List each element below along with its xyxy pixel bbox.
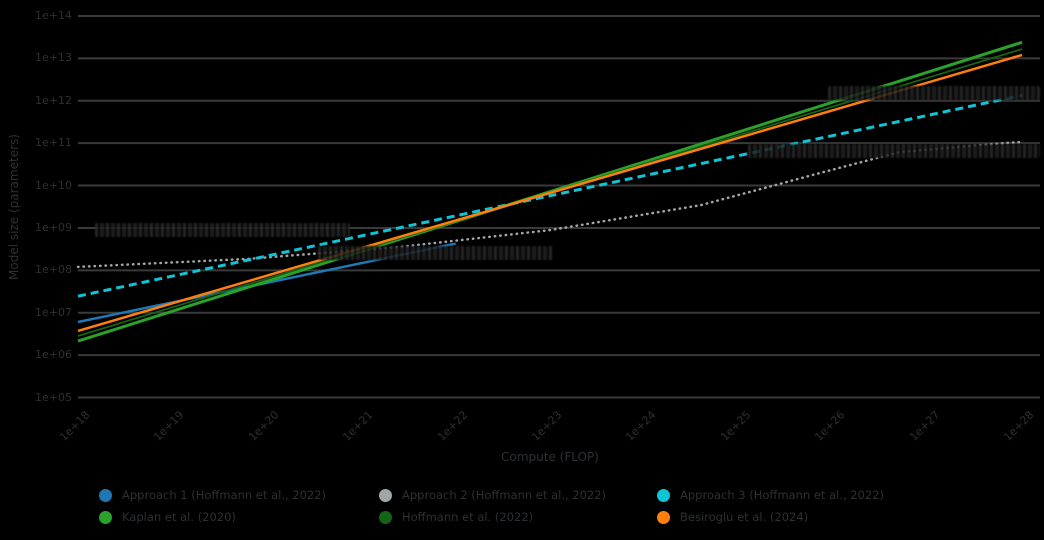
y-tick-label: 1e+12 — [35, 93, 72, 107]
legend-label-approach1: Approach 1 (Hoffmann et al., 2022) — [122, 488, 327, 502]
legend-marker-hoffmann — [379, 510, 392, 524]
y-tick-label: 1e+08 — [35, 263, 72, 277]
y-tick-label: 1e+14 — [35, 9, 72, 22]
annotation-smudge — [318, 246, 553, 260]
legend-item-approach2: Approach 2 (Hoffmann et al., 2022) — [379, 488, 606, 502]
x-axis-title: Compute (FLOP) — [501, 450, 599, 464]
legend-label-approach2: Approach 2 (Hoffmann et al., 2022) — [402, 488, 607, 502]
legend-marker-approach1 — [99, 488, 112, 502]
legend-marker-kaplan — [99, 510, 112, 524]
y-tick-label: 1e+06 — [35, 348, 72, 362]
legend-item-approach1: Approach 1 (Hoffmann et al., 2022) — [99, 488, 326, 502]
legend-marker-approach3 — [657, 488, 670, 502]
legend-label-approach3: Approach 3 (Hoffmann et al., 2022) — [680, 488, 885, 502]
approach3-line — [77, 93, 1023, 298]
y-axis-title: Model size (parameters) — [7, 134, 21, 280]
besiroglu-line — [77, 53, 1023, 333]
legend-label-kaplan: Kaplan et al. (2020) — [122, 510, 236, 524]
legend-item-kaplan: Kaplan et al. (2020) — [99, 510, 236, 524]
legend-label-hoffmann: Hoffmann et al. (2022) — [402, 510, 534, 524]
annotation-smudge — [828, 86, 1040, 100]
y-tick-label: 1e+05 — [35, 390, 72, 404]
legend-marker-approach2 — [379, 488, 392, 502]
y-tick-label: 1e+09 — [35, 220, 72, 234]
legend-item-besiroglu: Besiroglu et al. (2024) — [657, 510, 808, 524]
annotation-smudge — [748, 144, 1040, 158]
y-tick-label: 1e+13 — [35, 51, 72, 65]
y-tick-label: 1e+10 — [35, 178, 72, 192]
y-tick-label: 1e+07 — [35, 305, 72, 319]
legend-item-hoffmann: Hoffmann et al. (2022) — [379, 510, 533, 524]
legend-item-approach3: Approach 3 (Hoffmann et al., 2022) — [657, 488, 884, 502]
legend-marker-besiroglu — [657, 510, 670, 524]
legend-label-besiroglu: Besiroglu et al. (2024) — [680, 510, 809, 524]
y-tick-label: 1e+11 — [35, 136, 72, 150]
annotation-smudge — [95, 223, 350, 237]
